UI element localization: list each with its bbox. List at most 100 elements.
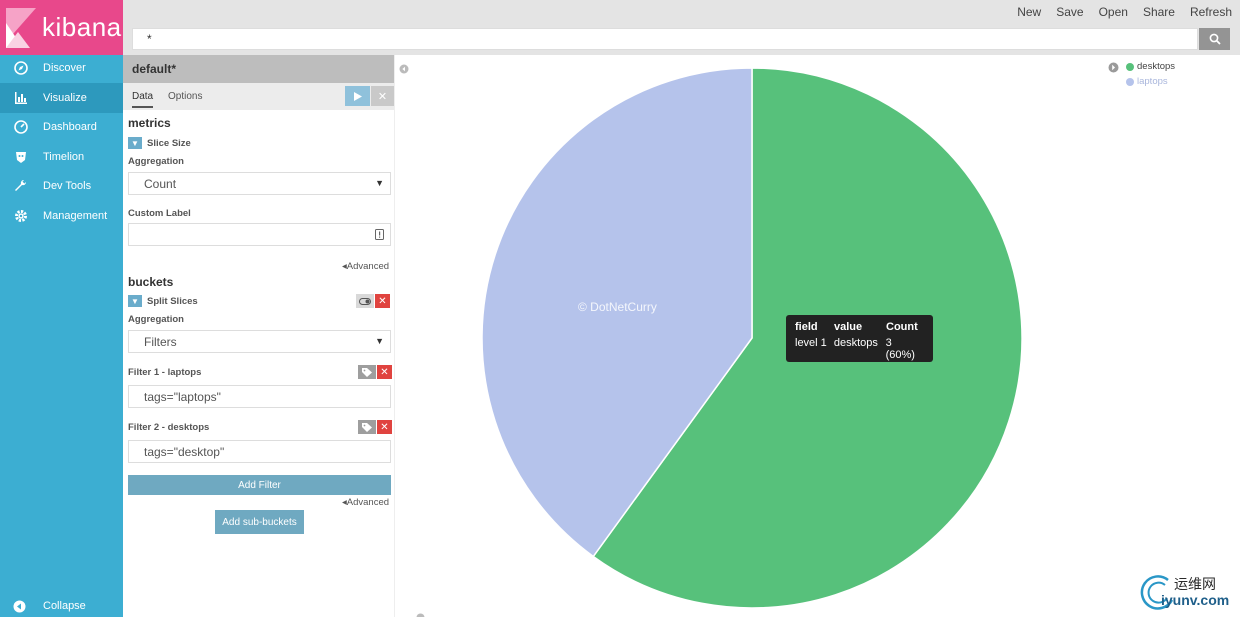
advanced-label: Advanced <box>346 261 390 272</box>
vis-editor-sidebar: default* Data Options ✕ metrics ▼ Slice … <box>123 55 395 617</box>
filter-1-label: Filter 1 - laptops <box>128 367 202 378</box>
vis-title: default* <box>123 55 394 83</box>
query-input[interactable]: * <box>132 28 1198 50</box>
add-sub-buckets-button[interactable]: Add sub-buckets <box>215 510 304 534</box>
info-icon <box>375 229 384 243</box>
custom-label-input[interactable] <box>128 223 391 246</box>
filter-2-input[interactable]: tags="desktop" <box>128 440 391 463</box>
buckets-heading: buckets <box>128 275 174 289</box>
top-bar: New Save Open Share Refresh * <box>123 0 1240 55</box>
kibana-logo[interactable]: kibana <box>0 0 123 55</box>
legend-item-laptops[interactable]: laptops <box>1126 74 1175 89</box>
legend-item-desktops[interactable]: desktops <box>1126 59 1175 74</box>
legend-label: desktops <box>1137 61 1176 72</box>
nav-item-dev-tools[interactable]: Dev Tools <box>0 171 123 201</box>
metric-agg-header[interactable]: ▼ Slice Size <box>128 137 191 149</box>
dashboard-icon <box>13 119 29 135</box>
toggle-agg-button[interactable] <box>356 294 374 308</box>
menu-open[interactable]: Open <box>1098 5 1128 19</box>
menu-save[interactable]: Save <box>1056 5 1084 19</box>
metric-aggregation-select[interactable]: Count ▼ <box>128 172 391 195</box>
filter-1-controls: ✕ <box>358 365 392 379</box>
buckets-advanced-toggle[interactable]: ◂Advanced <box>342 497 389 508</box>
legend-color-dot <box>1126 77 1134 86</box>
advanced-label: Advanced <box>346 497 390 508</box>
filter-label-button[interactable] <box>358 420 376 434</box>
nav-item-visualize[interactable]: Visualize <box>0 83 123 113</box>
timelion-icon <box>13 149 29 165</box>
discard-changes-button[interactable]: ✕ <box>371 86 394 106</box>
search-button[interactable] <box>1199 28 1230 50</box>
menu-share[interactable]: Share <box>1142 5 1175 19</box>
metrics-heading: metrics <box>128 116 171 130</box>
tooltip-cell: 3 (60%) <box>885 337 915 361</box>
gear-icon <box>13 208 29 224</box>
metric-agg-title: Slice Size <box>147 137 191 149</box>
chart-legend: desktops laptops <box>1126 59 1175 89</box>
play-icon <box>353 91 362 101</box>
metric-aggregation-value: Count <box>144 177 177 191</box>
close-icon: ✕ <box>377 90 388 103</box>
tooltip-header-row: field value Count <box>795 321 924 333</box>
nav-label: Visualize <box>43 92 87 104</box>
chart-copyright-watermark: © DotNetCurry <box>578 300 657 314</box>
editor-tabs: Data Options ✕ <box>123 83 394 110</box>
legend-color-dot <box>1126 62 1134 71</box>
caret-left-icon: ◂ <box>342 261 347 272</box>
filter-1-input[interactable]: tags="laptops" <box>128 385 391 408</box>
nav-item-dashboard[interactable]: Dashboard <box>0 112 123 142</box>
chart-options-icon[interactable] <box>416 609 425 617</box>
remove-filter-2-button[interactable]: ✕ <box>377 420 392 434</box>
kibana-logo-icon <box>6 7 36 48</box>
metric-aggregation-label: Aggregation <box>128 156 184 167</box>
bar-chart-icon <box>13 90 29 106</box>
nav-item-timelion[interactable]: Timelion <box>0 142 123 172</box>
chart-tooltip: field value Count level 1 desktops 3 (60… <box>786 315 933 362</box>
chevron-down-icon[interactable]: ▼ <box>128 295 142 307</box>
bucket-aggregation-label: Aggregation <box>128 314 184 325</box>
caret-left-icon: ◂ <box>342 497 347 508</box>
visualization-area: © DotNetCurry field value Count level 1 … <box>396 55 1240 617</box>
nav-item-management[interactable]: Management <box>0 201 123 231</box>
tab-data[interactable]: Data <box>132 91 154 108</box>
bucket-agg-header[interactable]: ▼ Split Slices <box>128 295 198 307</box>
tooltip-data-row: level 1 desktops 3 (60%) <box>795 337 924 361</box>
menu-new[interactable]: New <box>1017 5 1042 19</box>
toggle-icon <box>359 297 371 305</box>
nav-item-discover[interactable]: Discover <box>0 53 123 83</box>
legend-label: laptops <box>1137 76 1168 87</box>
close-icon: ✕ <box>380 421 389 433</box>
apply-changes-button[interactable] <box>345 86 370 106</box>
wrench-icon <box>13 178 29 194</box>
select-caret-icon: ▼ <box>375 336 384 346</box>
collapse-sidebar-icon[interactable] <box>399 61 409 79</box>
remove-filter-1-button[interactable]: ✕ <box>377 365 392 379</box>
site-cn-label: 运维网 <box>1174 576 1216 592</box>
menu-refresh[interactable]: Refresh <box>1189 5 1232 19</box>
bucket-agg-controls: ✕ <box>356 294 390 308</box>
tag-icon <box>362 367 372 377</box>
tooltip-header: field <box>795 321 818 333</box>
nav-label: Timelion <box>43 151 85 163</box>
remove-agg-button[interactable]: ✕ <box>375 294 390 308</box>
filter-label-button[interactable] <box>358 365 376 379</box>
site-url-label: iyunv.com <box>1161 592 1230 608</box>
nav-label: Dev Tools <box>43 180 92 192</box>
tab-options[interactable]: Options <box>168 91 203 102</box>
legend-toggle-icon[interactable] <box>1108 60 1119 78</box>
select-caret-icon: ▼ <box>375 178 384 188</box>
collapse-label: Collapse <box>43 600 86 612</box>
custom-label-label: Custom Label <box>128 208 191 219</box>
close-icon: ✕ <box>378 295 387 307</box>
add-filter-button[interactable]: Add Filter <box>128 475 391 495</box>
pie-slice-laptops[interactable] <box>482 67 753 558</box>
bucket-agg-title: Split Slices <box>147 295 198 307</box>
nav-collapse-button[interactable]: Collapse <box>0 595 123 617</box>
metrics-advanced-toggle[interactable]: ◂Advanced <box>342 261 389 272</box>
chevron-down-icon[interactable]: ▼ <box>128 137 142 149</box>
tooltip-header: Count <box>886 321 918 333</box>
bucket-aggregation-select[interactable]: Filters ▼ <box>128 330 391 353</box>
pie-chart[interactable] <box>482 55 1042 615</box>
tag-icon <box>362 422 372 432</box>
